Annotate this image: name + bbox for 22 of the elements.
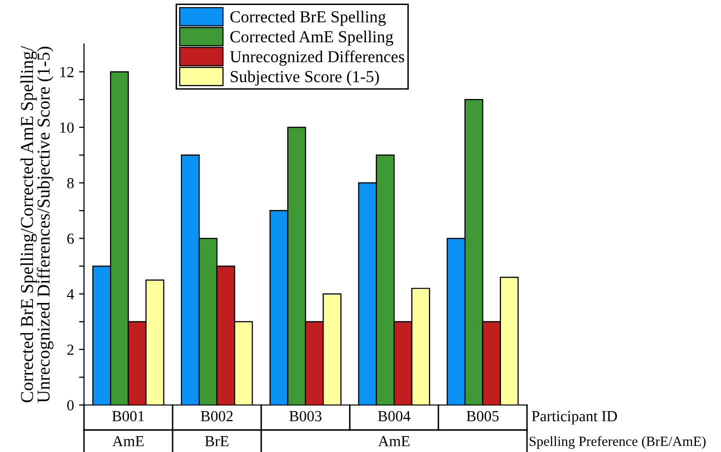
- text: Spelling Preference (BrE/AmE): [530, 436, 706, 449]
- y-tick-label: 6: [67, 234, 74, 244]
- legend-label: Corrected AmE Spelling: [230, 30, 394, 46]
- x-tick-label: B004: [378, 411, 410, 422]
- y-tick-label: 10: [60, 122, 74, 133]
- legend-label: Corrected BrE Spelling: [230, 10, 386, 26]
- y-tick-label: 2: [67, 344, 74, 355]
- text: AmE: [112, 436, 144, 446]
- y-tick-label: 8: [67, 178, 74, 188]
- y-tick-label: 12: [60, 66, 74, 78]
- x-tick-label: B003: [289, 411, 322, 422]
- y-tick-label: 4: [66, 289, 74, 300]
- x-tick-label: B001: [112, 411, 144, 422]
- x-tick-label: B002: [200, 411, 233, 422]
- y-tick-label: 0: [67, 400, 74, 410]
- y-axis-title: Corrected BrE Spelling/Corrected AmE Spelling/ Unrecognized Differences/Subjective Score (1-5): [20, 46, 54, 403]
- x-axis-title: Participant ID: [532, 411, 617, 424]
- legend-label: Unrecognized Differences: [230, 50, 404, 66]
- legend-label: Subjective Score (1-5): [230, 70, 379, 86]
- x-tick-label: B005: [466, 411, 499, 422]
- text: AmE: [378, 436, 410, 446]
- text: BrE: [205, 436, 228, 446]
